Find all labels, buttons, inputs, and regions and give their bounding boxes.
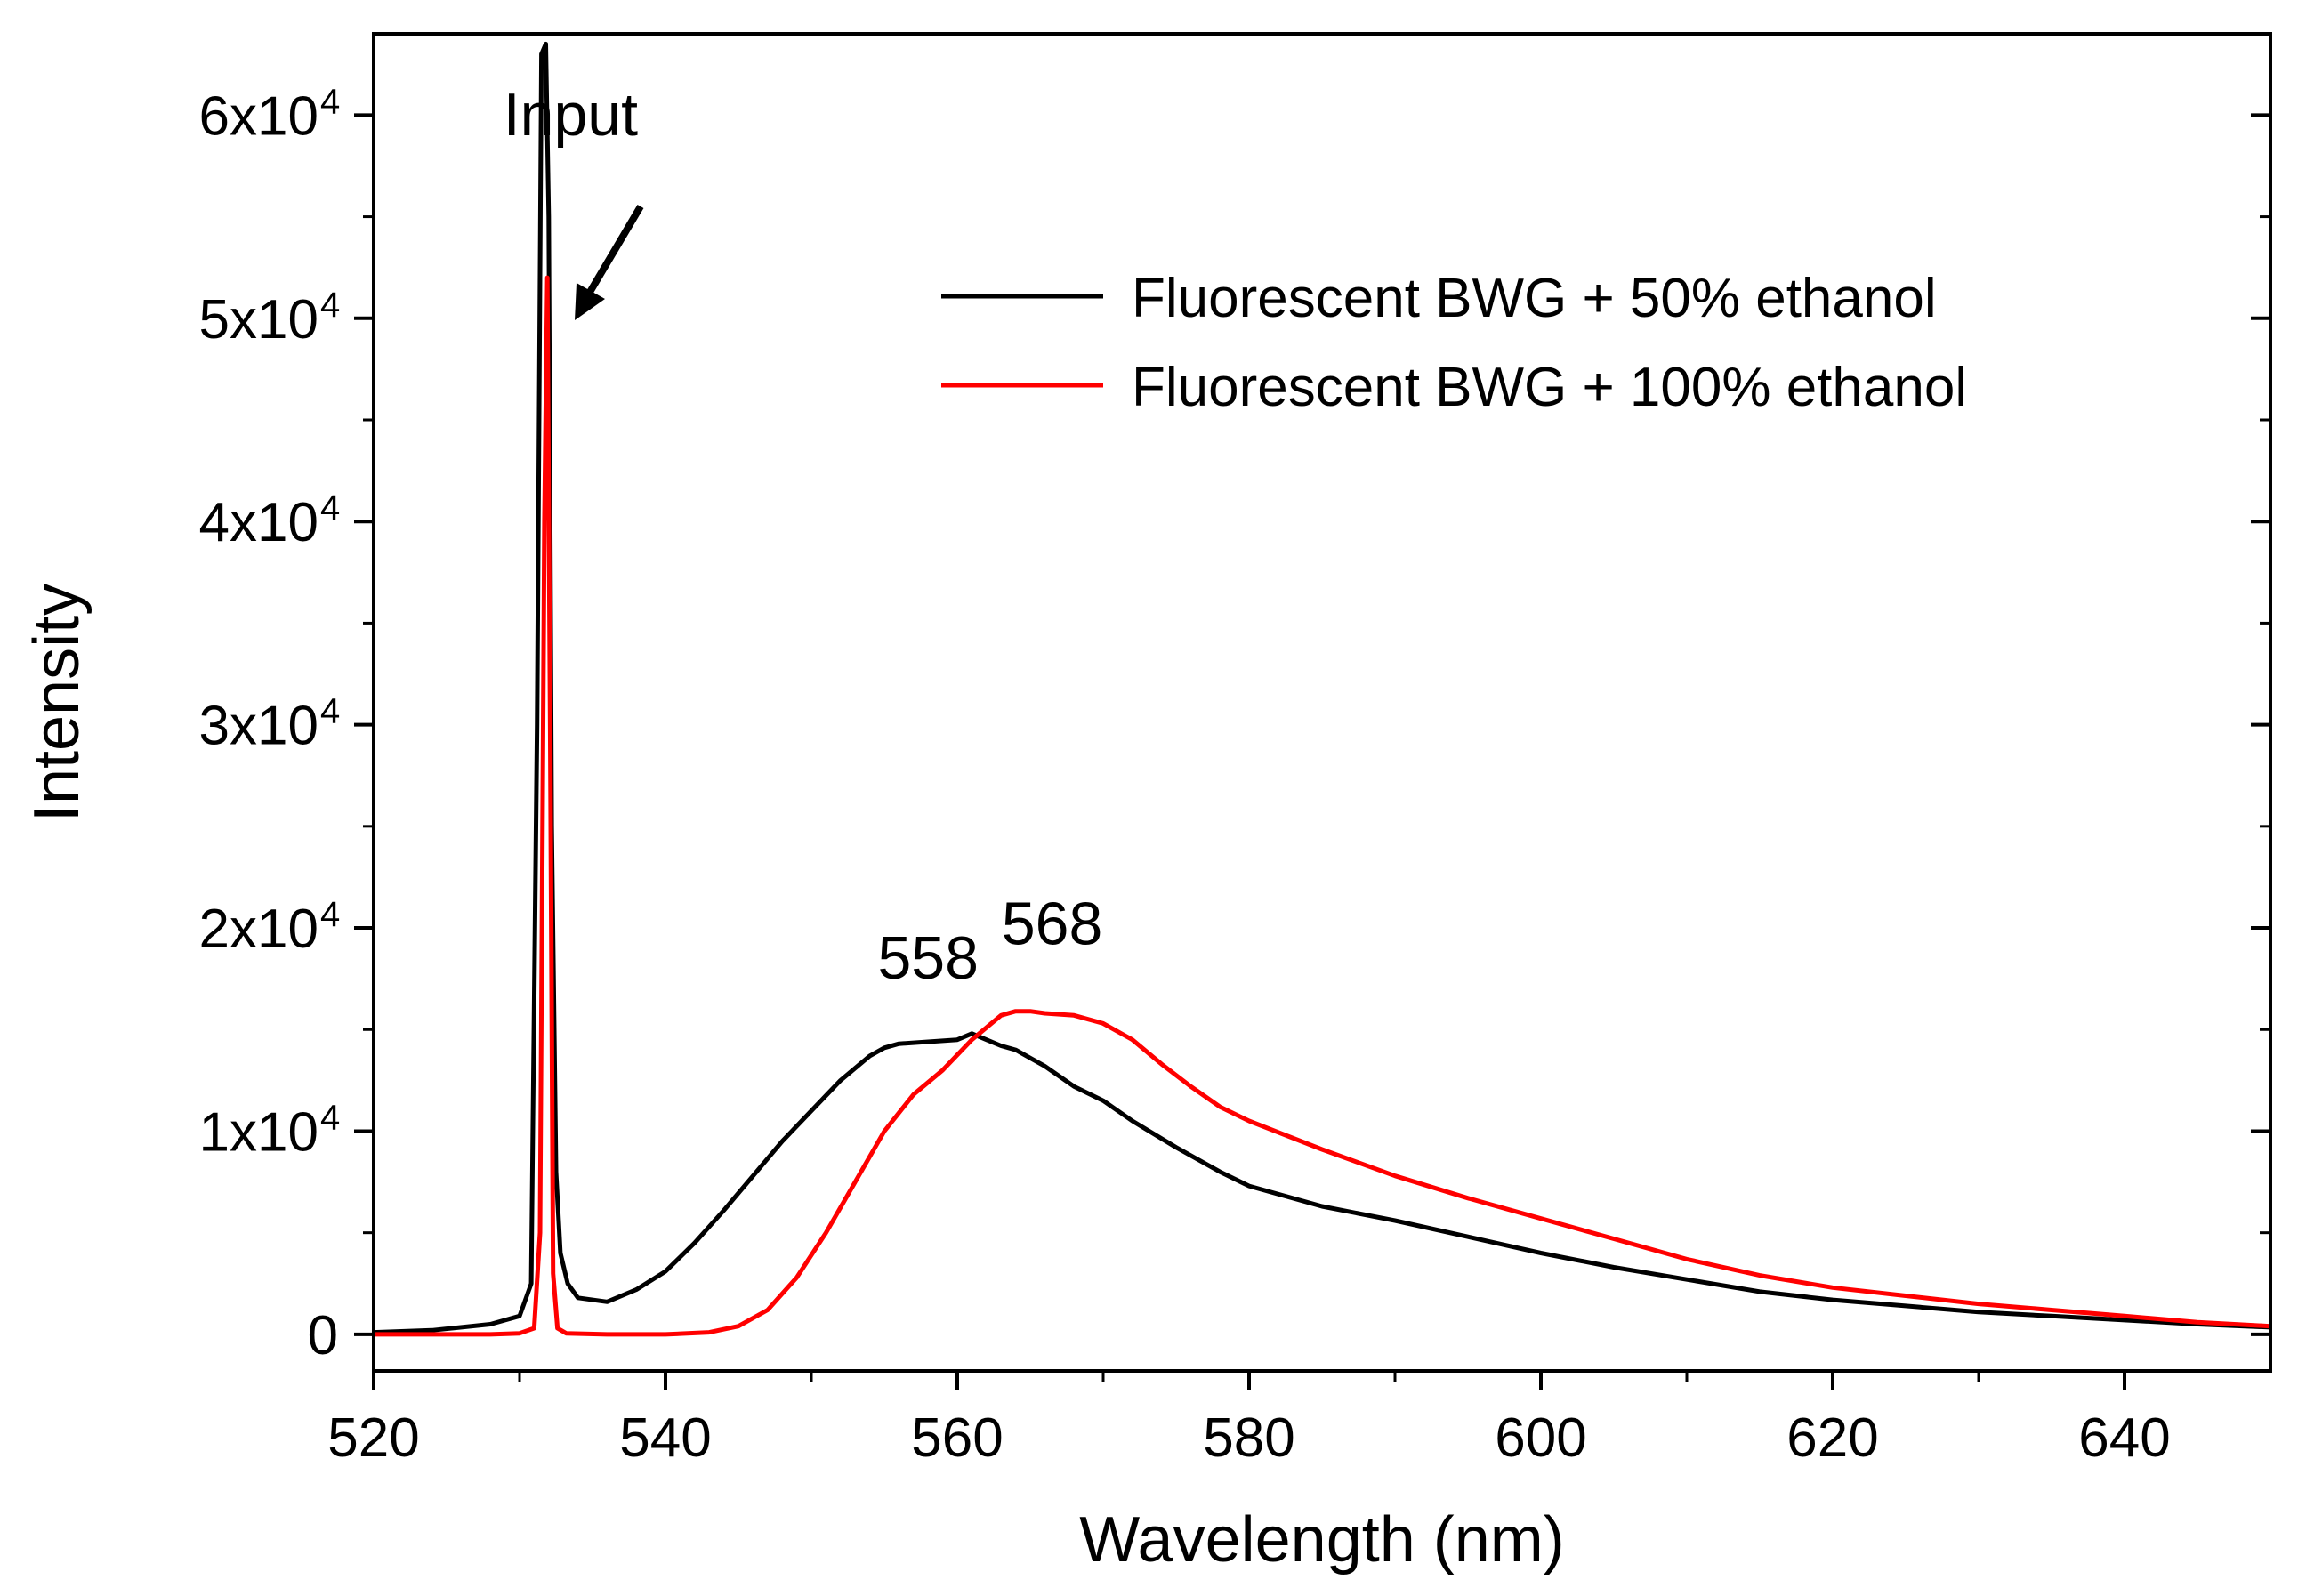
y-tick-label-3: 3x10: [199, 696, 318, 757]
y-tick-exponent-1: 4: [320, 1098, 340, 1137]
x-tick-label-3: 580: [1203, 1407, 1294, 1469]
y-tick-label-6: 6x10: [199, 85, 318, 147]
annotation-568: 568: [1002, 890, 1102, 957]
legend-label-50-ethanol: Fluorescent BWG + 50% ethanol: [1132, 268, 1937, 329]
x-axis-title: Wavelength (nm): [1079, 1504, 1565, 1576]
y-tick-label-2: 2x10: [199, 899, 318, 960]
annotation-558: 558: [877, 924, 978, 992]
y-tick-exponent-5: 4: [320, 286, 340, 325]
y-tick-exponent-2: 4: [320, 895, 340, 934]
y-tick-exponent-3: 4: [320, 692, 340, 731]
x-tick-label-0: 520: [327, 1407, 419, 1469]
y-tick-exponent-4: 4: [320, 488, 340, 528]
series-line-1: [374, 275, 2271, 1337]
legend-label-100-ethanol: Fluorescent BWG + 100% ethanol: [1132, 357, 1967, 418]
y-axis-title: Intensity: [21, 584, 93, 822]
series-layer: [373, 41, 2271, 1337]
y-tick-label-5: 5x10: [199, 289, 318, 351]
input-arrow: [575, 204, 644, 320]
y-tick-label-4: 4x10: [199, 492, 318, 553]
x-tick-label-5: 620: [1786, 1407, 1878, 1469]
y-tick-label-0: 0: [308, 1305, 338, 1366]
legend: Fluorescent BWG + 50% ethanol Fluorescen…: [941, 268, 1967, 418]
x-tick-label-6: 640: [2078, 1407, 2170, 1469]
plot-frame: [372, 32, 2272, 1373]
x-tick-label-4: 600: [1495, 1407, 1586, 1469]
annotation-Input: Input: [504, 81, 638, 149]
series-line-0: [373, 41, 2271, 1335]
x-tick-label-2: 560: [911, 1407, 1003, 1469]
y-tick-label-1: 1x10: [199, 1101, 318, 1163]
x-tick-label-1: 540: [619, 1407, 711, 1469]
y-tick-exponent-6: 4: [320, 82, 340, 121]
